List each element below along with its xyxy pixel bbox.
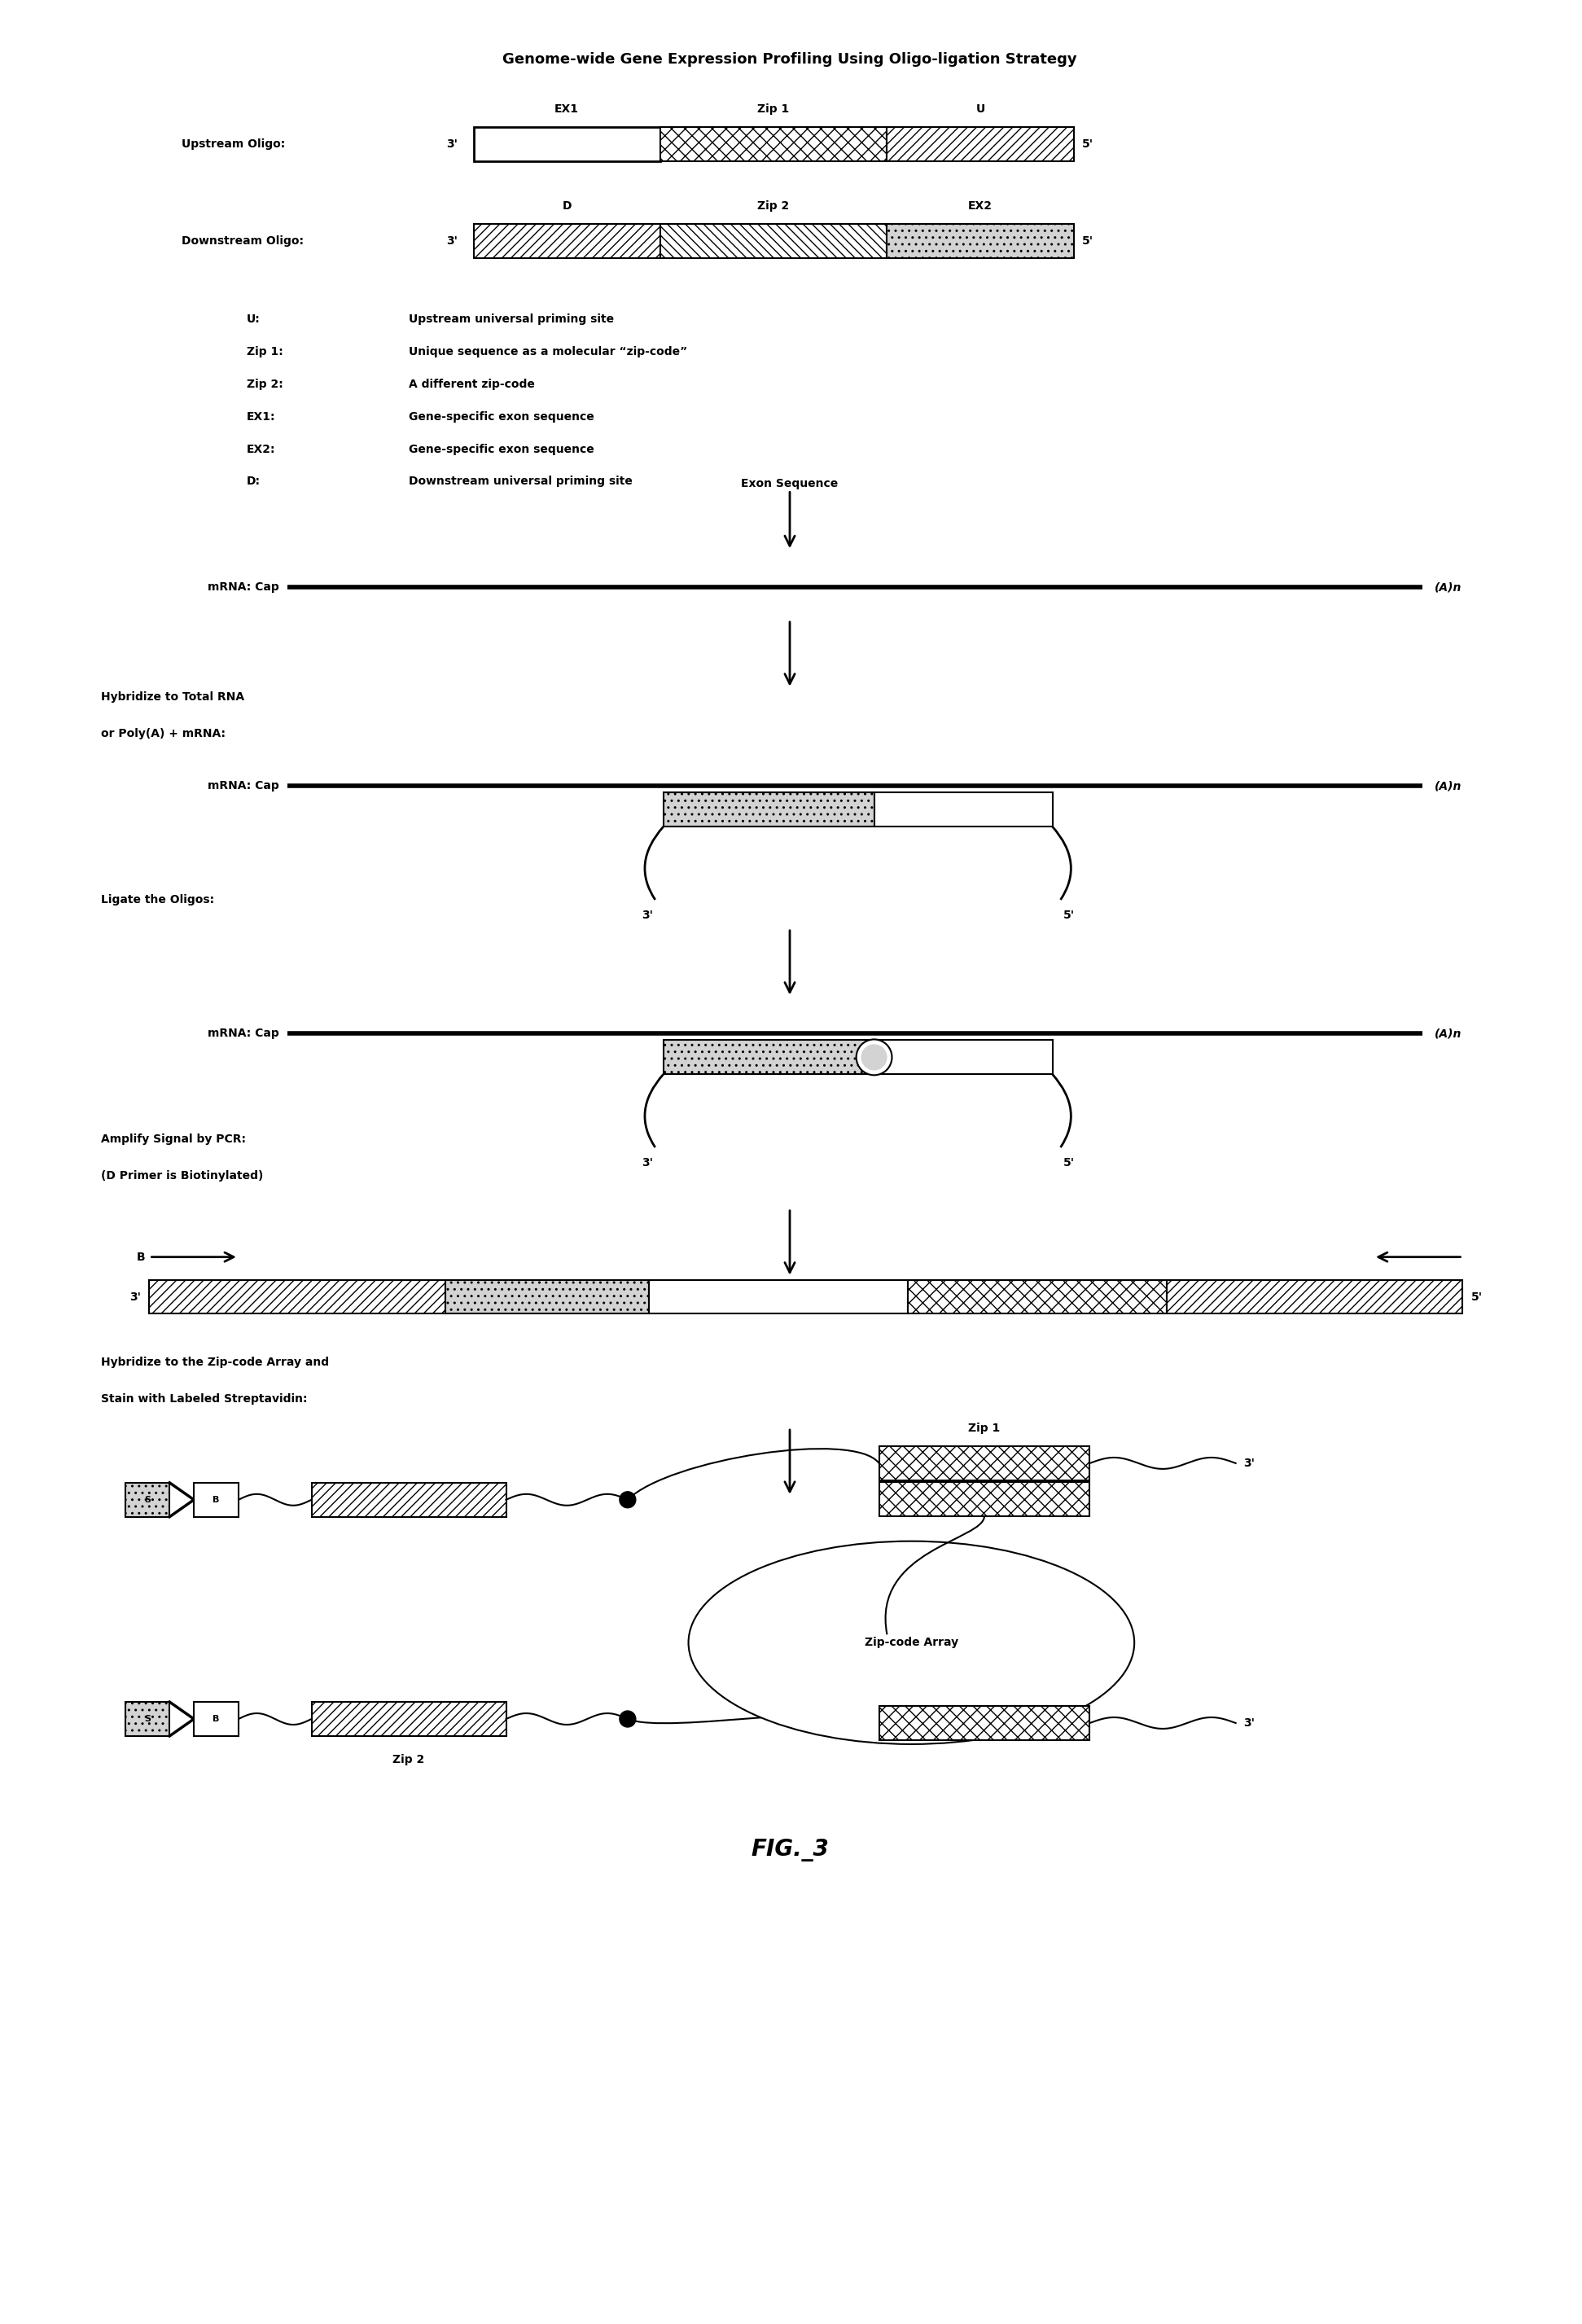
Text: EX1:: EX1: [247, 411, 275, 423]
Text: (A)n: (A)n [1435, 1027, 1462, 1039]
Text: A different zip-code: A different zip-code [408, 379, 535, 390]
Text: Upstream universal priming site: Upstream universal priming site [408, 314, 614, 325]
Text: 5': 5' [1082, 137, 1093, 149]
Text: (A)n: (A)n [1435, 581, 1462, 593]
Text: Upstream Oligo:: Upstream Oligo: [182, 137, 285, 149]
Text: 5': 5' [1471, 1292, 1482, 1301]
Text: 3': 3' [446, 137, 457, 149]
Text: 5': 5' [1063, 1157, 1074, 1169]
Bar [473, 223, 660, 258]
Text: Zip 1:: Zip 1: [247, 346, 283, 358]
Text: Gene-specific exon sequence: Gene-specific exon sequence [408, 411, 595, 423]
Bar [149, 1281, 445, 1313]
Text: Stain with Labeled Streptavidin:: Stain with Labeled Streptavidin: [101, 1394, 307, 1404]
Text: Genome-wide Gene Expression Profiling Using Oligo-ligation Strategy: Genome-wide Gene Expression Profiling Us… [503, 51, 1077, 67]
Text: B: B [136, 1250, 146, 1262]
Bar [880, 1446, 1090, 1480]
Text: U:: U: [247, 314, 261, 325]
Text: Amplify Signal by PCR:: Amplify Signal by PCR: [101, 1134, 245, 1146]
Bar [125, 1483, 169, 1518]
Text: (A)n: (A)n [1435, 781, 1462, 792]
Text: EX2: EX2 [968, 200, 992, 211]
Bar [875, 1041, 1052, 1074]
Text: EX1: EX1 [555, 102, 579, 114]
Bar [445, 1281, 649, 1313]
Bar [195, 1483, 239, 1518]
Text: 3': 3' [130, 1292, 141, 1301]
Text: B: B [214, 1715, 220, 1722]
Text: Hybridize to the Zip-code Array and: Hybridize to the Zip-code Array and [101, 1357, 329, 1369]
Text: Exon Sequence: Exon Sequence [742, 479, 838, 490]
Circle shape [856, 1039, 892, 1076]
Text: D:: D: [247, 476, 261, 488]
Text: D: D [562, 200, 571, 211]
Text: FIG._3: FIG._3 [751, 1838, 829, 1862]
Circle shape [862, 1046, 886, 1069]
Bar [312, 1701, 506, 1736]
Text: S: S [144, 1715, 150, 1722]
Bar [880, 1706, 1090, 1741]
Text: Hybridize to Total RNA: Hybridize to Total RNA [101, 690, 244, 702]
Bar [908, 1281, 1166, 1313]
Text: U: U [976, 102, 986, 114]
Text: mRNA: Cap: mRNA: Cap [207, 1027, 278, 1039]
Bar [880, 1483, 1090, 1515]
Text: Zip 1: Zip 1 [968, 1422, 1000, 1434]
Circle shape [620, 1710, 636, 1727]
Text: Zip 2:: Zip 2: [247, 379, 283, 390]
Text: EX2:: EX2: [247, 444, 275, 456]
Text: or Poly(A) + mRNA:: or Poly(A) + mRNA: [101, 727, 225, 739]
Bar [875, 792, 1052, 827]
Text: mRNA: Cap: mRNA: Cap [207, 581, 278, 593]
Bar [660, 223, 888, 258]
Text: Zip 2: Zip 2 [392, 1755, 424, 1766]
Bar [888, 128, 1074, 160]
Text: 3': 3' [1243, 1717, 1255, 1729]
Ellipse shape [688, 1541, 1134, 1743]
Text: 5': 5' [1063, 909, 1074, 920]
Text: 3': 3' [641, 1157, 653, 1169]
Bar [1166, 1281, 1463, 1313]
Text: Ligate the Oligos:: Ligate the Oligos: [101, 895, 214, 906]
Text: 3': 3' [446, 235, 457, 246]
Text: 3': 3' [641, 909, 653, 920]
Bar [195, 1701, 239, 1736]
Text: Zip 1: Zip 1 [758, 102, 789, 114]
Text: (D Primer is Biotinylated): (D Primer is Biotinylated) [101, 1169, 263, 1181]
Bar [473, 128, 660, 160]
Bar [660, 128, 888, 160]
Bar [663, 792, 875, 827]
Text: Unique sequence as a molecular “zip-code”: Unique sequence as a molecular “zip-code… [408, 346, 688, 358]
Text: Zip 2: Zip 2 [758, 200, 789, 211]
Text: 3': 3' [1243, 1457, 1255, 1469]
Bar [888, 223, 1074, 258]
Text: 5': 5' [1082, 235, 1093, 246]
Text: Gene-specific exon sequence: Gene-specific exon sequence [408, 444, 595, 456]
Bar [663, 1041, 875, 1074]
Circle shape [620, 1492, 636, 1508]
Text: S: S [144, 1497, 150, 1504]
Text: Zip-code Array: Zip-code Array [864, 1636, 959, 1648]
Bar [125, 1701, 169, 1736]
Text: Downstream Oligo:: Downstream Oligo: [182, 235, 304, 246]
Text: mRNA: Cap: mRNA: Cap [207, 781, 278, 792]
Text: B: B [214, 1497, 220, 1504]
Text: Downstream universal priming site: Downstream universal priming site [408, 476, 633, 488]
Bar [312, 1483, 506, 1518]
Bar [649, 1281, 908, 1313]
